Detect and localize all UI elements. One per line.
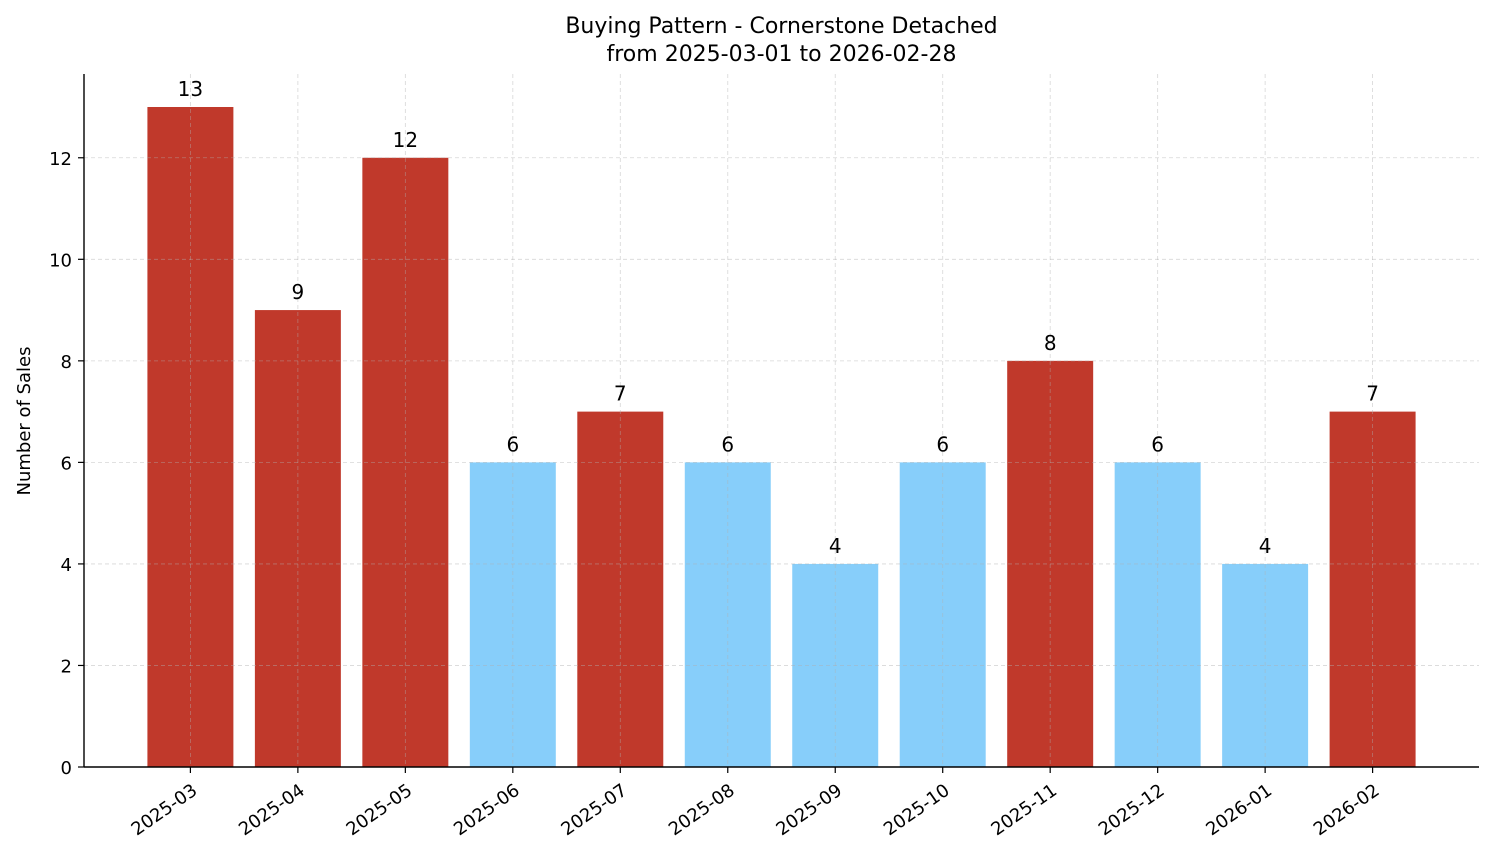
x-tick-label: 2025-12	[1095, 780, 1169, 840]
y-tick-label: 6	[61, 453, 72, 474]
y-tick-label: 4	[61, 555, 72, 576]
x-tick-label: 2026-01	[1202, 780, 1276, 840]
y-axis-label: Number of Sales	[14, 346, 35, 495]
x-tick-label: 2025-08	[665, 780, 739, 840]
x-tick-label: 2026-02	[1310, 780, 1384, 840]
data-label: 9	[292, 280, 305, 304]
x-tick-label: 2025-03	[128, 780, 202, 840]
x-tick-label: 2025-05	[343, 780, 417, 840]
y-tick-label: 12	[49, 149, 72, 170]
data-label: 4	[829, 534, 842, 558]
data-label: 6	[506, 432, 519, 456]
x-tick-label: 2025-11	[987, 780, 1061, 840]
data-label: 13	[178, 77, 203, 101]
x-tick-label: 2025-10	[880, 780, 954, 840]
x-tick-label: 2025-09	[772, 780, 846, 840]
data-label: 6	[1151, 432, 1164, 456]
y-tick-label: 10	[49, 250, 72, 271]
data-label: 4	[1259, 534, 1272, 558]
bar-2025-03	[147, 107, 234, 767]
data-label: 6	[936, 432, 949, 456]
data-label: 12	[393, 128, 418, 152]
y-tick-label: 8	[61, 352, 72, 373]
data-label: 7	[1366, 382, 1379, 406]
y-tick-label: 2	[61, 656, 72, 677]
data-label: 7	[614, 382, 627, 406]
y-tick-label: 0	[61, 758, 72, 779]
data-label: 8	[1044, 331, 1057, 355]
x-tick-label: 2025-04	[235, 780, 309, 840]
data-label: 6	[721, 432, 734, 456]
x-tick-label: 2025-06	[450, 780, 524, 840]
x-tick-label: 2025-07	[557, 780, 631, 840]
chart-title: Buying Pattern - Cornerstone Detached	[565, 14, 997, 39]
chart-subtitle: from 2025-03-01 to 2026-02-28	[607, 42, 957, 67]
